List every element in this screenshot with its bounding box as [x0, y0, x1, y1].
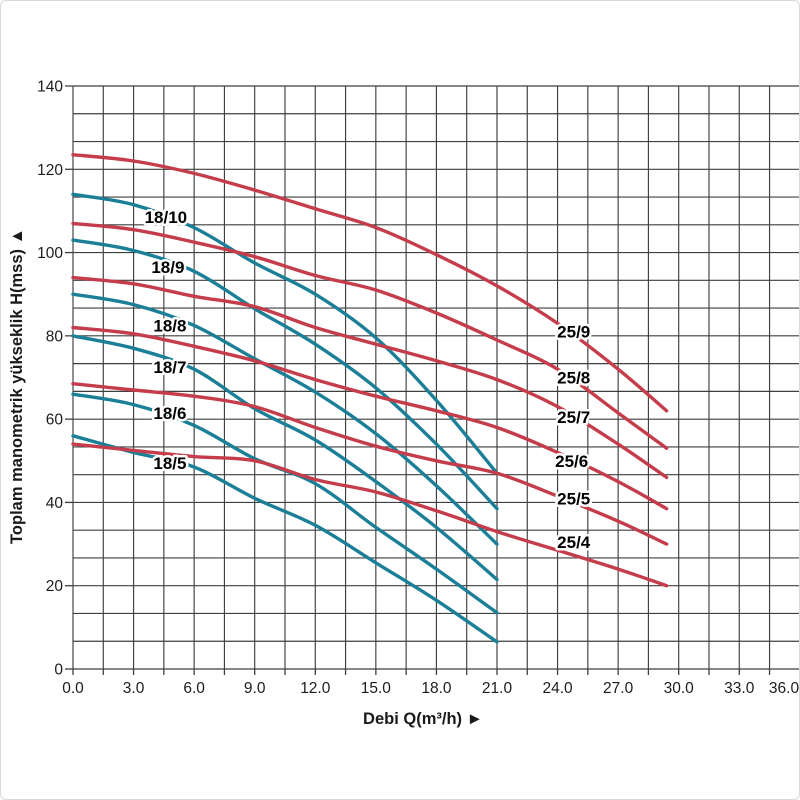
curve-25-4 [71, 442, 669, 588]
x-tick-label: 33.0 [724, 680, 755, 697]
curve-layer [71, 153, 669, 644]
curve-label-18-7: 18/7 [153, 358, 186, 377]
curve-25-6 [71, 325, 669, 511]
tick-layer [65, 85, 771, 675]
x-axis-title: Debi Q(m³/h) ► [363, 710, 483, 728]
curve-label-18-10: 18/10 [145, 208, 188, 227]
curve-18-7 [71, 334, 499, 582]
y-tick-label: 100 [37, 245, 63, 262]
x-tick-label: 12.0 [300, 680, 331, 697]
curve-label-25-4: 25/4 [557, 533, 591, 552]
y-tick-label: 60 [46, 412, 64, 429]
grid-layer [72, 85, 799, 670]
y-tick-label: 40 [46, 495, 64, 512]
x-tick-label: 27.0 [603, 680, 634, 697]
curve-label-18-6: 18/6 [153, 404, 186, 423]
curve-18-10 [71, 192, 499, 475]
x-tick-label: 18.0 [421, 680, 452, 697]
x-tick-label: 9.0 [244, 680, 266, 697]
curve-label-18-5: 18/5 [153, 454, 186, 473]
curve-label-25-7: 25/7 [557, 408, 590, 427]
x-tick-label: 30.0 [664, 680, 695, 697]
x-tick-label: 36.0 [769, 680, 799, 697]
curve-label-25-6: 25/6 [555, 452, 588, 471]
curve-25-9 [71, 153, 669, 413]
x-tick-label: 6.0 [183, 680, 205, 697]
y-tick-label: 140 [37, 78, 63, 95]
curve-label-25-8: 25/8 [557, 368, 590, 387]
y-axis-title: Toplam manometrik yükseklik H(mss) ▲ [8, 228, 26, 544]
tick-label-layer: 0.0 3.0 6.0 9.0 12.0 15.0 18.0 21.0 24.0 27.0 30.0… [37, 78, 799, 697]
curve-label-layer: 18/10 18/9 18/8 18/7 18/6 18/5 25/9 25/8 25/7 25/… [142, 206, 593, 555]
y-tick-label: 80 [46, 328, 64, 345]
curve-25-8 [71, 221, 669, 450]
x-tick-label: 15.0 [361, 680, 392, 697]
y-tick-label: 0 [54, 662, 63, 679]
x-tick-label: 0.0 [62, 680, 84, 697]
curve-18-8 [71, 292, 499, 546]
curve-label-18-8: 18/8 [153, 316, 186, 335]
x-tick-label: 21.0 [482, 680, 513, 697]
curve-25-5 [71, 382, 669, 546]
x-tick-label: 24.0 [542, 680, 573, 697]
x-tick-label: 3.0 [123, 680, 145, 697]
curve-25-7 [71, 275, 669, 480]
curve-18-9 [71, 238, 499, 511]
curve-label-25-5: 25/5 [557, 489, 590, 508]
curve-label-18-9: 18/9 [151, 258, 184, 277]
curve-label-25-9: 25/9 [557, 323, 590, 342]
curve-18-5 [71, 434, 499, 644]
y-tick-label: 120 [37, 162, 63, 179]
y-tick-label: 20 [46, 578, 64, 595]
